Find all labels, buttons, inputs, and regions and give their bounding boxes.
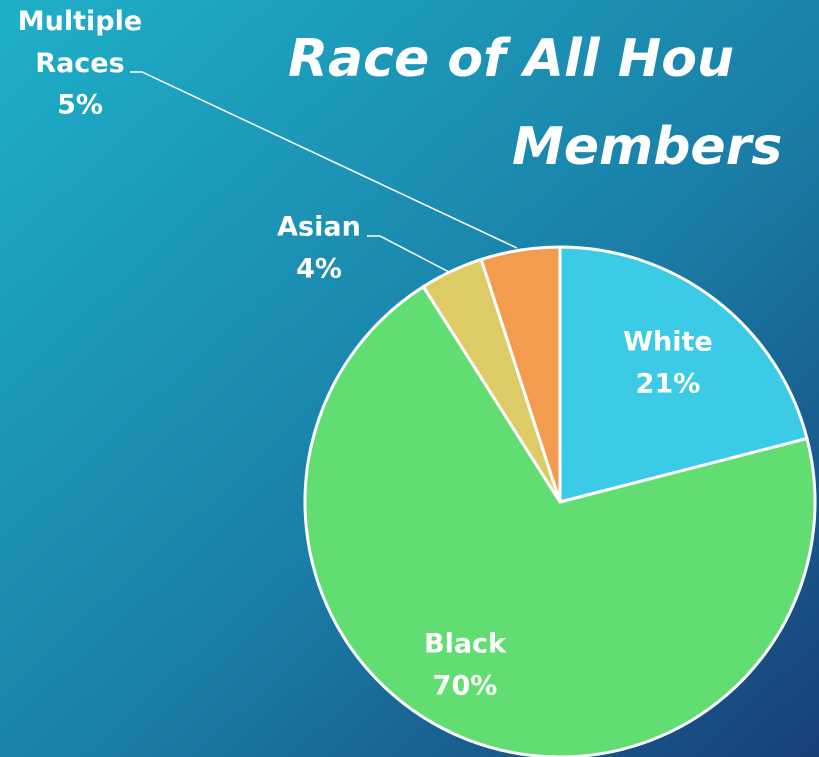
value-label: 70%	[433, 671, 498, 702]
leader-line	[367, 235, 450, 273]
pie-slice	[558, 245, 809, 504]
slice-label: White	[623, 327, 712, 358]
leader-line	[130, 71, 518, 249]
value-label: 5%	[57, 90, 103, 121]
slice-label-line: Multiple	[18, 6, 142, 37]
chart-title: Race of All Hou	[288, 29, 734, 89]
pie-slice	[479, 245, 562, 503]
chart-title: Members	[512, 117, 782, 177]
pie-slice	[303, 284, 817, 757]
slice-label: Black	[424, 629, 507, 660]
slice-label: Asian	[277, 212, 361, 243]
slice-label: Multiple Races	[18, 6, 142, 79]
slice-label-line: Races	[35, 48, 124, 79]
value-label: 21%	[636, 369, 701, 400]
value-label: 4%	[296, 254, 342, 285]
